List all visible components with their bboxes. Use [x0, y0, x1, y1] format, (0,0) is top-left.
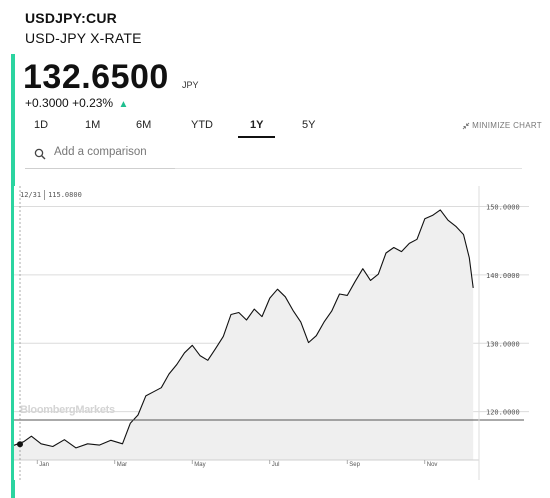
tab-6m[interactable]: 6M: [136, 119, 152, 131]
x-tick-label: Nov: [427, 462, 438, 468]
price-change: +0.3000 +0.23% ▲: [25, 96, 128, 110]
tab-1d[interactable]: 1D: [34, 119, 49, 131]
area-fill: [14, 209, 474, 460]
x-tick-label: May: [194, 462, 205, 468]
readout-date: 12/31: [17, 190, 46, 200]
search-icon: [34, 148, 46, 160]
crosshair-point: [17, 441, 23, 448]
x-tick-label: Jul: [272, 462, 280, 468]
comparison-input[interactable]: [52, 145, 176, 159]
price-unit: JPY: [182, 80, 199, 90]
crosshair-readout: 12/31 115.0800: [17, 190, 85, 202]
time-range-tabs: 1D 1M 6M YTD 1Y 5Y: [22, 119, 522, 139]
change-percent: +0.23%: [72, 96, 114, 110]
accent-bar: [11, 54, 15, 498]
tab-5y[interactable]: 5Y: [302, 119, 316, 131]
up-arrow-icon: ▲: [118, 99, 129, 110]
tab-ytd[interactable]: YTD: [191, 119, 213, 131]
x-tick-label: Mar: [117, 462, 127, 468]
x-tick-label: Sep: [349, 462, 360, 468]
tab-1m[interactable]: 1M: [85, 119, 101, 131]
price-line: [13, 209, 474, 449]
current-price: 132.6500: [23, 58, 169, 96]
x-tick-label: Jan: [39, 462, 49, 468]
y-tick-label: 150.0000: [486, 204, 520, 212]
change-absolute: +0.3000: [25, 96, 69, 110]
minimize-chart-button[interactable]: MINIMIZE CHART: [462, 121, 542, 130]
divider: [175, 168, 522, 169]
y-tick-label: 120.0000: [486, 409, 520, 417]
ticker-symbol: USDJPY:CUR: [25, 10, 117, 26]
readout-value: 115.0800: [48, 191, 82, 199]
bloomberg-watermark: BloombergMarkets: [20, 404, 115, 416]
y-tick-label: 140.0000: [486, 272, 520, 280]
tab-1y[interactable]: 1Y: [237, 119, 277, 138]
minimize-label: MINIMIZE CHART: [472, 121, 542, 130]
y-tick-label: 130.0000: [486, 340, 520, 348]
comparison-search: [25, 142, 176, 169]
minimize-icon: [462, 122, 470, 130]
instrument-name: USD-JPY X-RATE: [25, 30, 142, 46]
